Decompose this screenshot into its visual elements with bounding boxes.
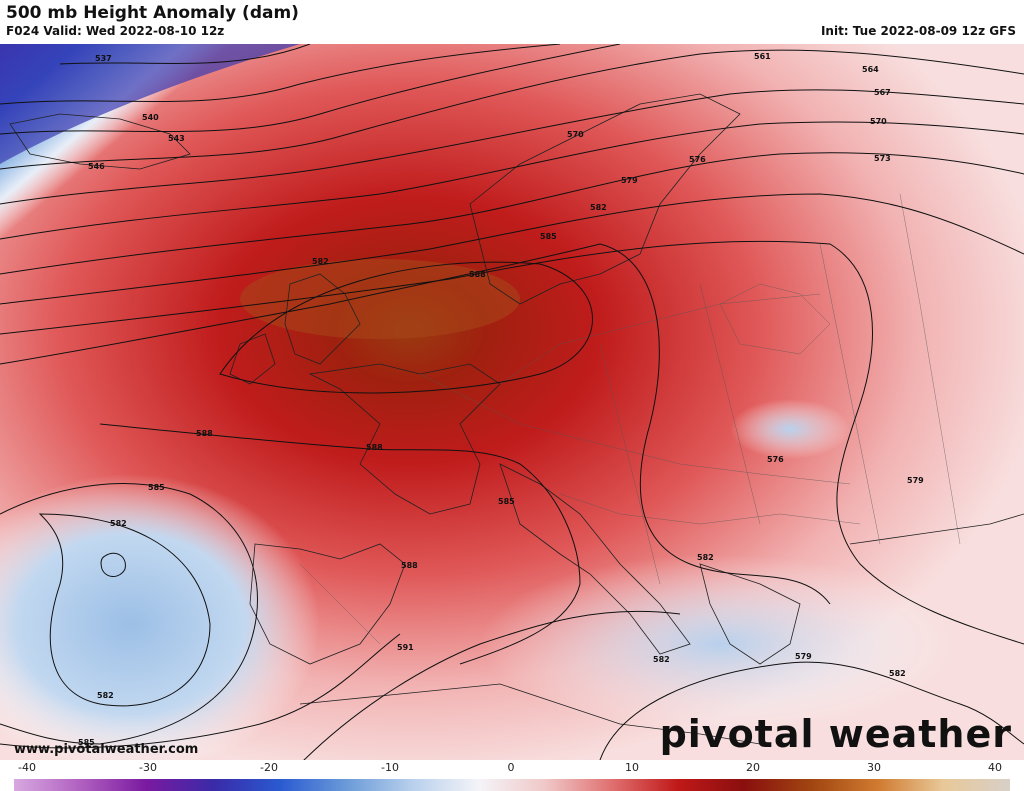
contour-label: 585	[498, 497, 515, 506]
contour-label: 582	[97, 691, 114, 700]
contour-label: 585	[540, 232, 557, 241]
negative-anomaly-mediterranean	[480, 554, 960, 734]
contour-label: 588	[469, 270, 486, 279]
contour-label: 588	[401, 561, 418, 570]
negative-anomaly-ukraine	[730, 399, 850, 459]
contour-label: 582	[697, 553, 714, 562]
contour-label: 582	[590, 203, 607, 212]
contour-label: 588	[196, 429, 213, 438]
contour-label: 582	[653, 655, 670, 664]
contour-label: 570	[567, 130, 584, 139]
contour-label: 576	[689, 155, 706, 164]
contour-label: 540	[142, 113, 159, 122]
brand-logo: pivotal weather	[659, 712, 1012, 756]
colorbar-tick: -30	[139, 761, 157, 774]
colorbar-tick: 20	[746, 761, 760, 774]
contour-labels: 537 540 543 546 561 564 567 570 570 573 …	[78, 52, 924, 747]
contour-label: 543	[168, 134, 185, 143]
site-url[interactable]: www.pivotalweather.com	[14, 742, 199, 757]
contour-label: 537	[95, 54, 112, 63]
init-time: Init: Tue 2022-08-09 12z GFS	[820, 24, 1016, 38]
map-title: 500 mb Height Anomaly (dam)	[6, 3, 299, 23]
colorbar-tick: 30	[867, 761, 881, 774]
weather-map: 537 540 543 546 561 564 567 570 570 573 …	[0, 44, 1024, 760]
contour-label: 567	[874, 88, 891, 97]
contour-label: 546	[88, 162, 105, 171]
contour-label: 591	[397, 643, 414, 652]
borders	[299, 193, 961, 645]
contour-label: 585	[148, 483, 165, 492]
colorbar-tick: 0	[507, 761, 515, 774]
contour-label: 582	[110, 519, 127, 528]
contour-label: 579	[795, 652, 812, 661]
colorbar-tick: 10	[625, 761, 639, 774]
contour-label: 561	[754, 52, 771, 61]
colorbar-tick: -20	[260, 761, 278, 774]
contour-label: 576	[767, 455, 784, 464]
colorbar-tick: 40	[988, 761, 1002, 774]
valid-time: F024 Valid: Wed 2022-08-10 12z	[6, 24, 225, 38]
contour-label: 579	[621, 176, 638, 185]
contour-label: 564	[862, 65, 879, 74]
colorbar-tick: -10	[381, 761, 399, 774]
header: 500 mb Height Anomaly (dam) F024 Valid: …	[0, 0, 1024, 44]
contour-label: 582	[312, 257, 329, 266]
contour-label: 588	[366, 443, 383, 452]
height-contours	[0, 44, 1024, 760]
coastlines	[9, 93, 1024, 745]
contour-label: 582	[889, 669, 906, 678]
contour-label: 585	[78, 738, 95, 747]
colorbar-tick: -40	[18, 761, 36, 774]
contour-label: 579	[907, 476, 924, 485]
contour-label: 573	[874, 154, 891, 163]
colorbar	[14, 779, 1010, 791]
contour-label: 570	[870, 117, 887, 126]
blue-band	[0, 44, 300, 164]
negative-anomaly-southwest	[0, 474, 320, 760]
